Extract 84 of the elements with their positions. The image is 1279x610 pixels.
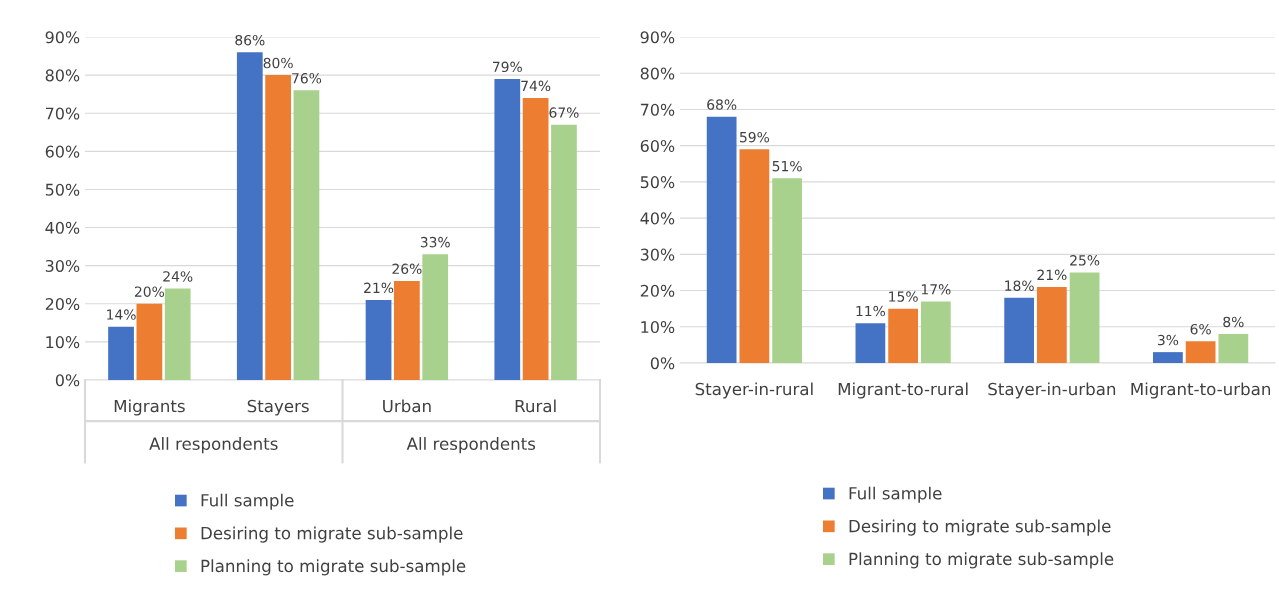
x-tick-label: Urban <box>383 399 431 413</box>
data-label: 14% <box>107 309 136 320</box>
data-label: 25% <box>1070 255 1100 266</box>
bar <box>164 288 191 380</box>
data-label: 79% <box>493 61 522 73</box>
y-tick-label: 30% <box>640 248 675 261</box>
bar <box>422 254 449 380</box>
x-tick-label: Stayer-in-urban <box>988 382 1116 399</box>
y-tick-label: 90% <box>45 31 80 44</box>
data-label: 86% <box>235 34 265 46</box>
data-label: 18% <box>1005 280 1034 291</box>
y-tick-label: 0% <box>55 374 80 387</box>
x-tick-label: Stayer-in-rural <box>695 382 813 399</box>
y-tick-label: 50% <box>45 183 80 196</box>
y-tick-label: 10% <box>46 336 80 349</box>
text: All respondents <box>149 437 278 454</box>
data-label: 68% <box>707 99 737 110</box>
data-label: 74% <box>521 80 551 92</box>
data-label: 11% <box>856 305 886 317</box>
bar <box>1185 341 1216 363</box>
y-tick-label: 80% <box>45 69 80 82</box>
legend-label: Full sample <box>849 486 942 503</box>
data-label: 8% <box>1223 316 1244 328</box>
y-tick-label: 20% <box>45 297 80 311</box>
y-tick-label: 50% <box>640 176 675 189</box>
y-tick-label: 70% <box>45 107 80 120</box>
data-label: 33% <box>420 236 450 248</box>
bar <box>522 97 549 380</box>
y-tick-label: 70% <box>640 103 675 116</box>
y-tick-label: 40% <box>640 212 675 225</box>
bar <box>293 90 320 380</box>
bar <box>551 124 577 380</box>
y-tick-label: 0% <box>650 357 675 370</box>
legend-label: Full sample <box>201 493 294 510</box>
bar <box>494 78 521 380</box>
data-label: 15% <box>889 291 918 302</box>
bar <box>920 301 951 363</box>
bar <box>365 299 392 380</box>
data-label: 20% <box>134 286 165 297</box>
data-label: 67% <box>549 107 579 118</box>
x-tick-label: Stayers <box>247 399 309 416</box>
bar <box>855 323 886 363</box>
data-label: 21% <box>1037 269 1067 281</box>
data-label: 17% <box>921 284 951 295</box>
data-label: 24% <box>163 271 193 282</box>
y-tick-label: 90% <box>640 31 675 44</box>
bar <box>236 52 263 380</box>
bar <box>1153 352 1183 363</box>
bar <box>108 326 134 380</box>
bar <box>1218 334 1249 363</box>
bar <box>394 280 420 380</box>
y-tick-label: 40% <box>45 221 80 234</box>
data-label: 6% <box>1190 323 1211 335</box>
data-label: 59% <box>740 131 770 143</box>
text: All respondents <box>406 437 536 454</box>
bar <box>739 149 770 363</box>
x-tick-label: Migrants <box>114 399 185 416</box>
bar <box>706 116 737 363</box>
bar <box>1069 272 1100 363</box>
data-label: 76% <box>292 72 322 84</box>
x-tick-label: Migrant-to-urban <box>1131 382 1271 399</box>
y-tick-label: 60% <box>45 145 80 158</box>
y-tick-label: 10% <box>641 320 675 334</box>
bar <box>772 178 802 363</box>
x-tick-label: Migrant-to-rural <box>838 382 968 399</box>
y-tick-label: 80% <box>640 67 675 80</box>
legend-label: Planning to migrate sub-sample <box>201 559 466 576</box>
y-tick-label: 60% <box>640 139 675 152</box>
x-tick-label: Rural <box>515 399 556 413</box>
data-label: 3% <box>1157 334 1179 346</box>
bar <box>136 303 163 380</box>
legend-label: Desiring to migrate sub-sample <box>201 526 463 543</box>
data-label: 26% <box>392 263 422 275</box>
legend-label: Planning to migrate sub-sample <box>849 552 1114 569</box>
bar <box>888 308 918 363</box>
legend-label: Desiring to migrate sub-sample <box>849 519 1111 536</box>
bar <box>265 75 291 380</box>
y-tick-label: 30% <box>45 259 80 272</box>
bar <box>1037 286 1067 363</box>
y-tick-label: 20% <box>640 284 675 297</box>
data-label: 21% <box>364 282 394 294</box>
bar <box>1004 297 1035 363</box>
data-label: 51% <box>772 160 802 172</box>
data-label: 80% <box>263 57 293 69</box>
